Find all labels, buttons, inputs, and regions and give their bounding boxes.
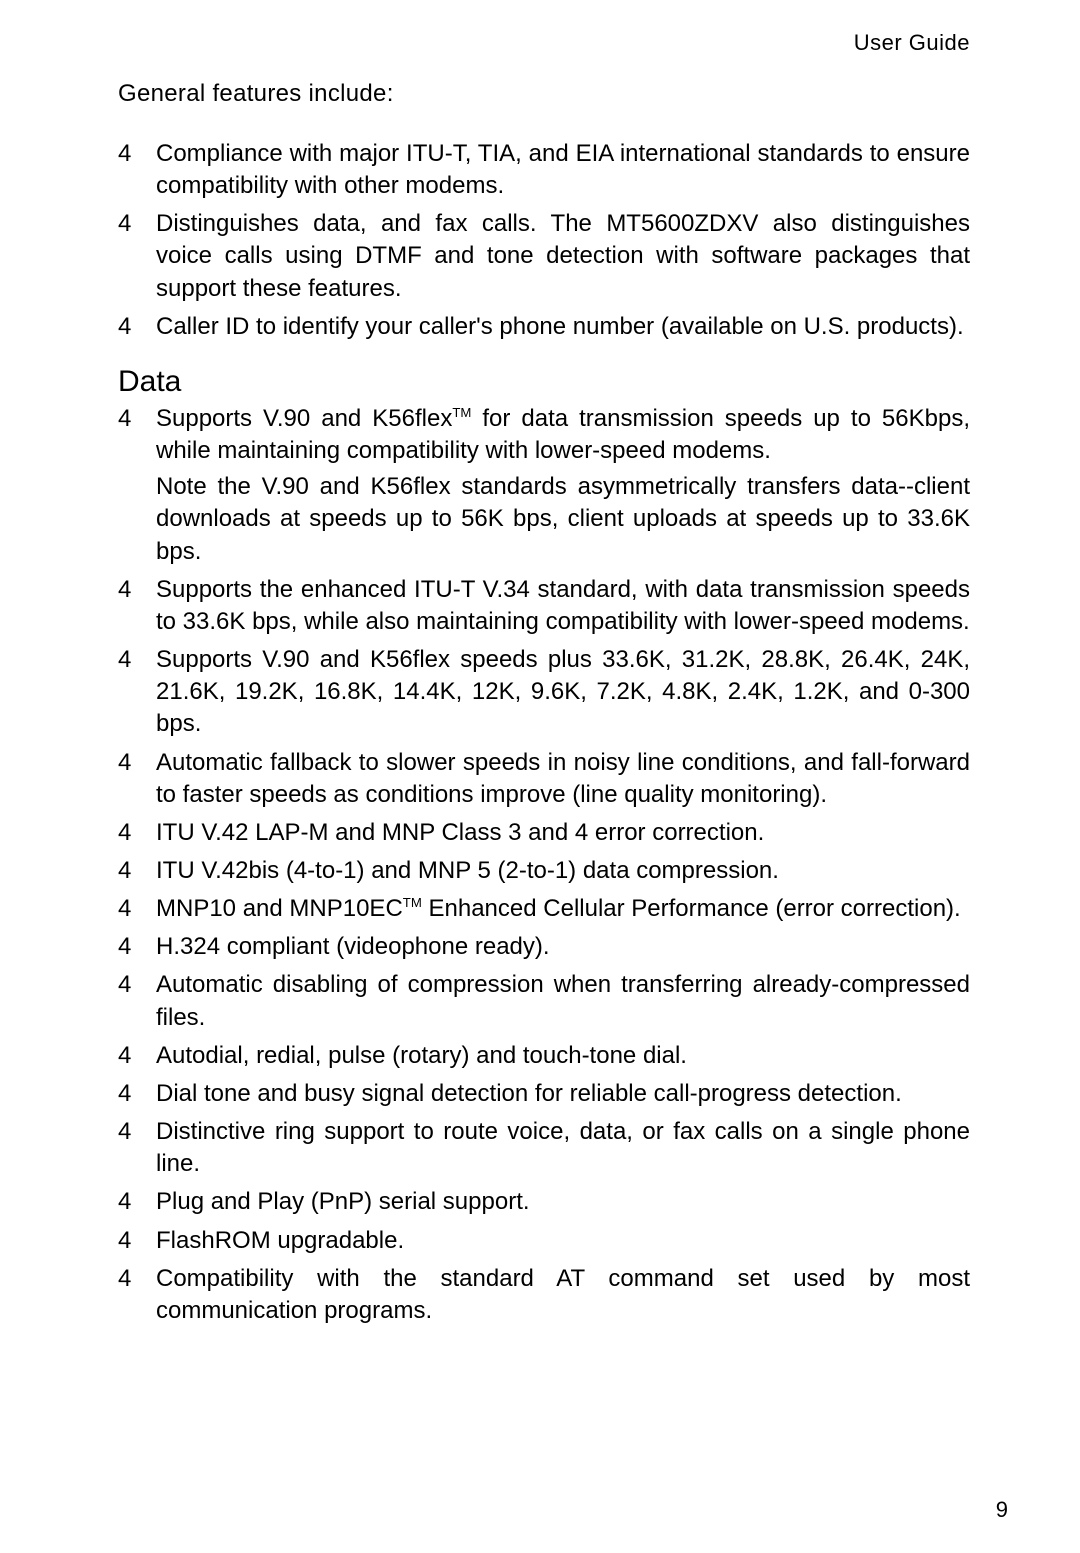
data-section-title: Data [118, 365, 970, 399]
header-doc-title: User Guide [118, 30, 970, 56]
list-item: Supports V.90 and K56flexTM for data tra… [118, 403, 970, 568]
page-number: 9 [996, 1497, 1008, 1523]
list-item: Distinctive ring support to route voice,… [118, 1116, 970, 1180]
list-item: ITU V.42 LAP-M and MNP Class 3 and 4 err… [118, 817, 970, 849]
list-item: MNP10 and MNP10ECTM Enhanced Cellular Pe… [118, 893, 970, 925]
bullet-note: Note the V.90 and K56flex standards asym… [156, 471, 970, 567]
trademark-sup: TM [452, 405, 471, 420]
list-item: Supports V.90 and K56flex speeds plus 33… [118, 644, 970, 740]
list-item: Plug and Play (PnP) serial support. [118, 1186, 970, 1218]
list-item: Automatic fallback to slower speeds in n… [118, 747, 970, 811]
list-item: Compliance with major ITU-T, TIA, and EI… [118, 138, 970, 202]
intro-text: General features include: [118, 80, 970, 108]
list-item: Supports the enhanced ITU-T V.34 standar… [118, 574, 970, 638]
bullet-text-pre: Supports V.90 and K56flex [156, 405, 452, 432]
list-item: FlashROM upgradable. [118, 1225, 970, 1257]
list-item: Compatibility with the standard AT comma… [118, 1263, 970, 1327]
list-item: Automatic disabling of compression when … [118, 969, 970, 1033]
trademark-sup: TM [403, 895, 422, 910]
list-item: Caller ID to identify your caller's phon… [118, 311, 970, 343]
bullet-text-post: Enhanced Cellular Performance (error cor… [422, 895, 961, 922]
list-item: ITU V.42bis (4-to-1) and MNP 5 (2-to-1) … [118, 855, 970, 887]
data-section-list: Supports V.90 and K56flexTM for data tra… [118, 403, 970, 1327]
general-features-list: Compliance with major ITU-T, TIA, and EI… [118, 138, 970, 343]
page: User Guide General features include: Com… [0, 0, 1080, 1553]
list-item: Dial tone and busy signal detection for … [118, 1078, 970, 1110]
list-item: H.324 compliant (videophone ready). [118, 931, 970, 963]
list-item: Distinguishes data, and fax calls. The M… [118, 208, 970, 304]
list-item: Autodial, redial, pulse (rotary) and tou… [118, 1040, 970, 1072]
bullet-text-pre: MNP10 and MNP10EC [156, 895, 403, 922]
